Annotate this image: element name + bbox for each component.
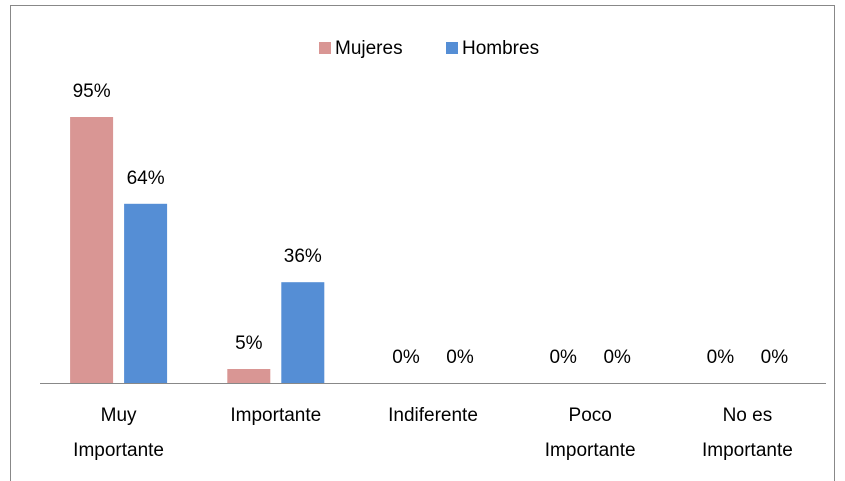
data-label: 64%	[127, 168, 165, 189]
data-label: 0%	[603, 347, 631, 368]
bar	[281, 282, 325, 383]
data-label: 0%	[392, 347, 420, 368]
data-label: 0%	[549, 347, 577, 368]
legend-label: Mujeres	[335, 38, 403, 59]
x-tick-label: Importante	[230, 405, 322, 426]
data-label: 95%	[73, 81, 111, 102]
bar	[70, 117, 114, 383]
legend-label: Hombres	[462, 38, 539, 59]
x-tick-label: Poco Importante	[544, 405, 636, 461]
data-label: 0%	[446, 347, 474, 368]
data-label: 0%	[707, 347, 735, 368]
legend-swatch	[319, 42, 331, 54]
legend-swatch	[446, 42, 458, 54]
data-label: 5%	[235, 333, 263, 354]
bar	[124, 203, 168, 383]
data-label: 36%	[284, 246, 322, 267]
x-tick-label: No es Importante	[701, 405, 793, 461]
bar	[227, 369, 271, 383]
data-label: 0%	[761, 347, 789, 368]
x-tick-label: Muy Importante	[73, 405, 164, 461]
x-tick-label: Indiferente	[388, 405, 478, 426]
